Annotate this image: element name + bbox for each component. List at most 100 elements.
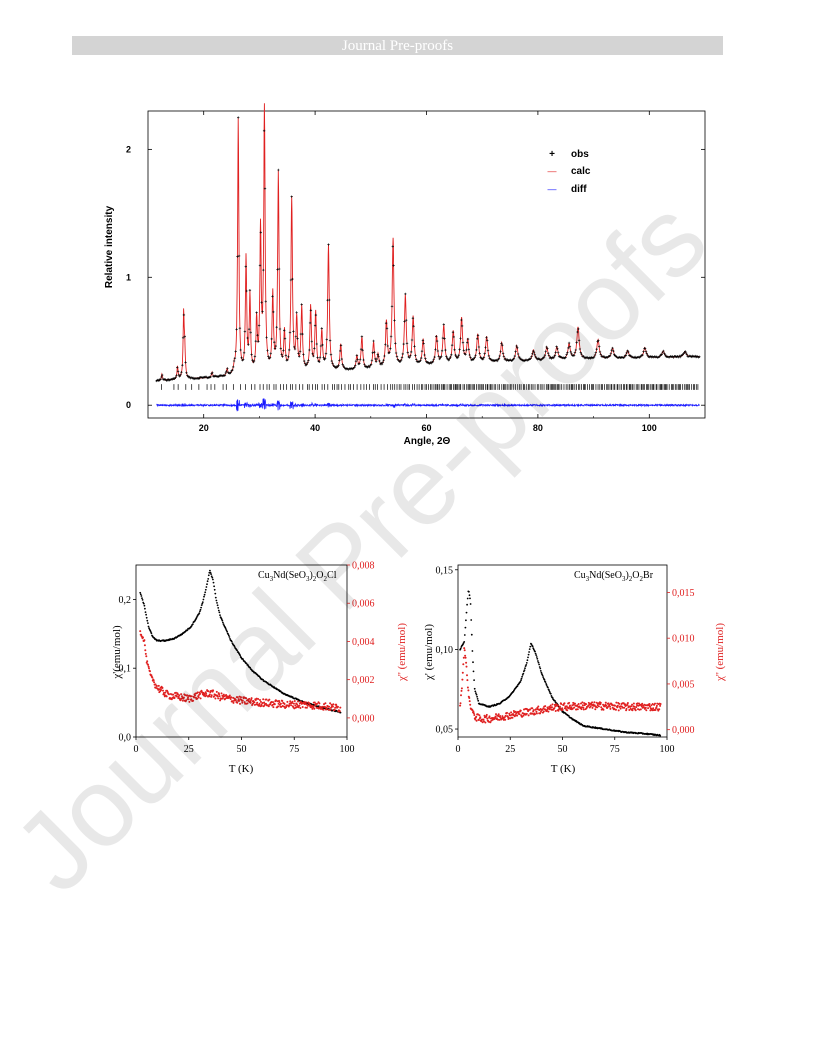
chi-imag-point bbox=[488, 715, 491, 718]
chi-real-point bbox=[199, 608, 202, 611]
chi-real-point bbox=[476, 695, 478, 698]
chi-imag-point bbox=[616, 704, 619, 707]
x-tick-label: 100 bbox=[642, 423, 657, 433]
chi-imag-point bbox=[196, 691, 199, 694]
chi-imag-point bbox=[591, 701, 594, 704]
chi-real-point bbox=[230, 640, 233, 643]
chi-imag-point bbox=[199, 697, 202, 700]
obs-point bbox=[420, 350, 424, 353]
chi-real-point bbox=[522, 672, 525, 675]
chi-imag-point bbox=[618, 702, 621, 705]
chi-imag-point bbox=[230, 696, 233, 699]
chi-imag-point bbox=[218, 693, 221, 696]
obs-point bbox=[293, 347, 297, 351]
chi-imag-point bbox=[224, 697, 227, 700]
chi-imag-point bbox=[241, 699, 244, 702]
chi-imag-point bbox=[585, 703, 588, 706]
chi-imag-point bbox=[256, 701, 259, 704]
chi-imag-point bbox=[313, 707, 316, 710]
chi-imag-point bbox=[551, 703, 554, 706]
obs-point bbox=[395, 355, 399, 358]
chi-real-point bbox=[207, 578, 210, 580]
obs-point bbox=[643, 347, 647, 350]
chi-imag-point bbox=[519, 709, 522, 712]
obs-point bbox=[475, 348, 478, 352]
obs-point bbox=[303, 359, 306, 363]
obs-point bbox=[358, 362, 361, 365]
chi-real-point bbox=[203, 595, 205, 598]
obs-point bbox=[473, 356, 476, 359]
chi-imag-point bbox=[259, 699, 261, 701]
chi-imag-point bbox=[511, 716, 514, 719]
obs-point bbox=[209, 375, 212, 379]
chi-real-point bbox=[531, 645, 534, 648]
obs-point bbox=[597, 339, 600, 342]
chi-imag-point bbox=[619, 707, 622, 710]
chi-imag-point bbox=[250, 698, 253, 701]
chi-imag-point bbox=[324, 702, 327, 705]
chi-real-point bbox=[542, 676, 545, 678]
chi-real-point bbox=[146, 619, 149, 622]
obs-point bbox=[264, 300, 267, 303]
chi-imag-point bbox=[574, 702, 576, 705]
chi-imag-point bbox=[466, 674, 468, 677]
chi-real-point bbox=[222, 621, 224, 624]
chi-imag-point bbox=[539, 712, 542, 715]
chi-real-point bbox=[543, 678, 546, 681]
obs-point bbox=[477, 345, 481, 349]
obs-point bbox=[380, 363, 384, 366]
obs-point bbox=[330, 359, 333, 363]
chi-imag-point bbox=[185, 699, 188, 702]
chi-real-point bbox=[200, 604, 203, 606]
chi-imag-point bbox=[332, 703, 335, 706]
chi-imag-point bbox=[263, 701, 266, 704]
chi-imag-point bbox=[597, 705, 600, 708]
x-tick-label: 0 bbox=[134, 744, 139, 755]
chi-imag-point bbox=[632, 702, 635, 705]
obs-point bbox=[392, 264, 395, 267]
chart-title: Cu3Nd(SeO3)2O2Cl bbox=[258, 570, 337, 583]
chi-imag-point bbox=[303, 701, 306, 704]
chi-imag-point bbox=[229, 698, 232, 700]
chi-imag-point bbox=[576, 708, 579, 711]
chi-imag-point bbox=[460, 694, 462, 697]
chi-imag-point bbox=[165, 695, 168, 698]
obs-point bbox=[161, 373, 164, 377]
obs-point bbox=[271, 295, 274, 298]
chi-real-point bbox=[205, 586, 208, 588]
chi-imag-point bbox=[596, 704, 599, 707]
legend-label-obs: obs bbox=[571, 149, 589, 160]
chi-real-point bbox=[473, 687, 476, 690]
chi-imag-point bbox=[181, 699, 184, 702]
chi-imag-point bbox=[580, 708, 583, 711]
obs-point bbox=[287, 355, 290, 358]
obs-point bbox=[482, 356, 486, 359]
obs-point bbox=[303, 362, 307, 365]
obs-point bbox=[457, 354, 460, 357]
obs-point bbox=[319, 344, 323, 348]
chi-imag-point bbox=[659, 703, 662, 705]
chi-imag-point bbox=[259, 700, 262, 703]
obs-point bbox=[275, 326, 278, 329]
obs-point bbox=[512, 357, 516, 360]
chi-imag-point bbox=[216, 695, 219, 698]
obs-point bbox=[274, 344, 277, 348]
obs-point bbox=[543, 354, 547, 357]
chi-imag-point bbox=[190, 695, 193, 698]
chi-imag-point bbox=[249, 701, 252, 704]
chi-imag-point bbox=[635, 706, 638, 709]
chi-imag-point bbox=[623, 706, 626, 709]
obs-point bbox=[305, 363, 308, 366]
obs-point bbox=[465, 348, 468, 352]
obs-point bbox=[496, 359, 499, 363]
obs-point bbox=[514, 350, 517, 353]
chi-imag-point bbox=[652, 707, 655, 710]
obs-point bbox=[254, 340, 257, 343]
chi-imag-point bbox=[289, 700, 292, 703]
chi-imag-point bbox=[495, 713, 497, 716]
chi-real-point bbox=[198, 612, 201, 615]
chi-imag-point bbox=[187, 698, 190, 701]
chi-imag-point bbox=[305, 706, 308, 709]
chi-real-point bbox=[203, 593, 206, 596]
chart-title: Cu3Nd(SeO3)2O2Br bbox=[574, 570, 654, 583]
